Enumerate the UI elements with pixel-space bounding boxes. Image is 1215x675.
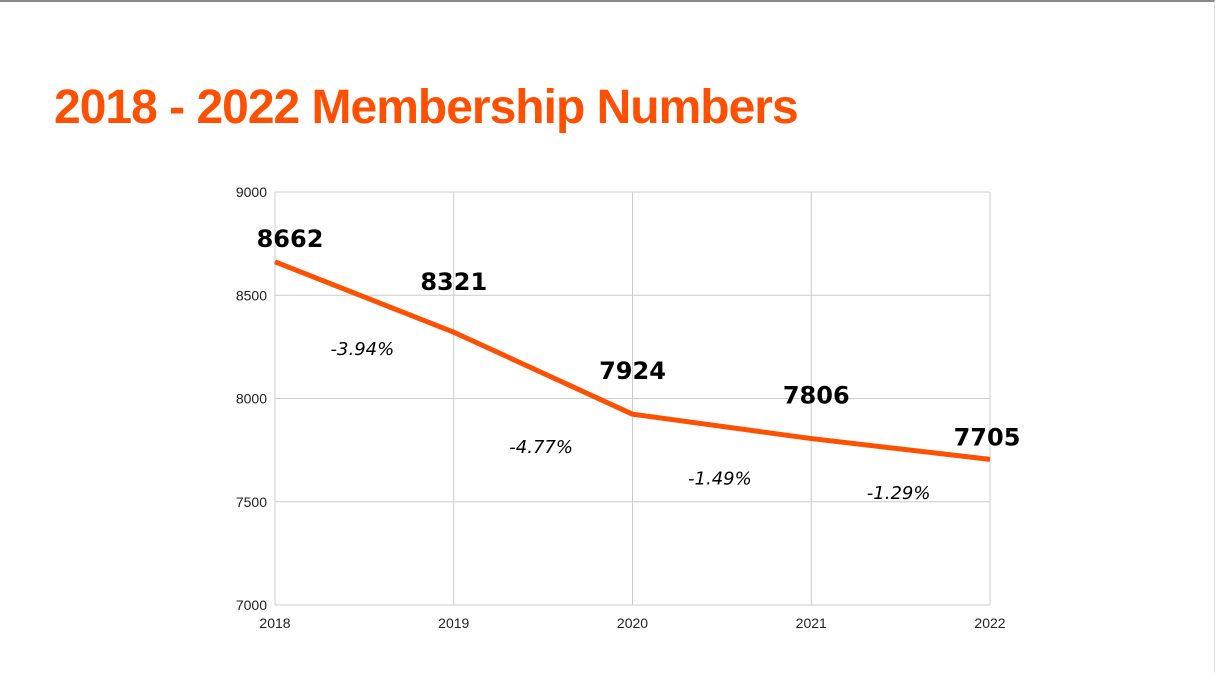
x-tick-label: 2020: [617, 615, 648, 631]
chart-axes: 7000 7500 8000 8500 9000 2018 2019 2020 2021 2022: [236, 184, 1006, 631]
x-tick-label: 2019: [438, 615, 469, 631]
slide-title: 2018 - 2022 Membership Numbers: [54, 81, 799, 134]
percent-change-label: -3.94%: [331, 339, 395, 360]
data-value-label: 7705: [954, 423, 1021, 451]
percent-change-label: -4.77%: [509, 437, 573, 458]
y-tick-label: 7500: [236, 494, 267, 510]
data-value-label: 7806: [783, 382, 850, 410]
chart-labels: 8662 8321 7924 7806 7705 -3.94% -4.77% -1.49% -1…: [257, 225, 1021, 504]
percent-change-label: -1.49%: [688, 468, 752, 489]
x-tick-label: 2021: [796, 615, 827, 631]
percent-change-label: -1.29%: [867, 483, 931, 504]
y-tick-label: 8500: [236, 287, 267, 303]
y-tick-label: 7000: [236, 597, 267, 613]
y-tick-label: 8000: [236, 391, 267, 407]
data-value-label: 8321: [420, 268, 487, 296]
y-tick-label: 9000: [236, 184, 267, 200]
chart-grid: [274, 191, 991, 606]
x-tick-label: 2018: [259, 615, 290, 631]
data-value-label: 8662: [257, 225, 324, 253]
series-line: [274, 259, 991, 462]
chart-series: [274, 259, 991, 462]
data-value-label: 7924: [599, 357, 666, 385]
x-tick-label: 2022: [974, 615, 1005, 631]
